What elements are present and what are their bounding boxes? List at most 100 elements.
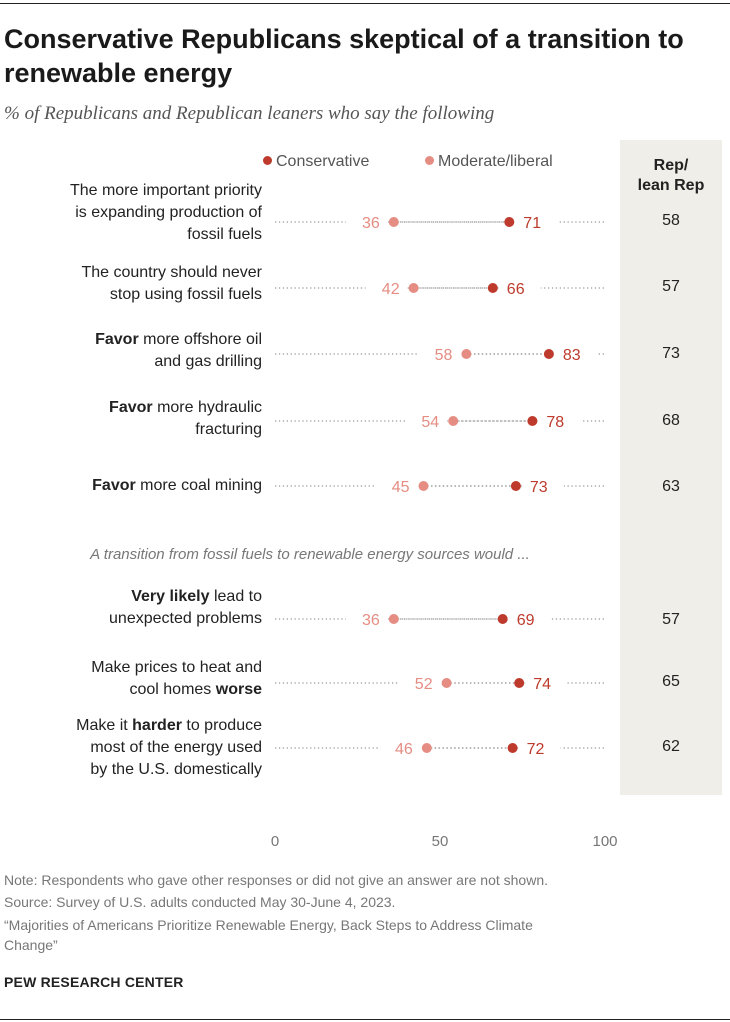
moderate-dot-4	[418, 481, 429, 491]
rep-value-2: 73	[662, 345, 680, 362]
row-2-bold: Favor	[95, 331, 139, 348]
conservative-label-gap-2	[554, 344, 597, 364]
row-5-line-1-rest: lead to	[209, 588, 262, 605]
brand-name: PEW RESEARCH CENTER	[4, 974, 184, 990]
moderate-label-gap-2	[418, 344, 461, 364]
top-rule	[0, 3, 730, 4]
moderate-label-gap-1	[365, 278, 408, 298]
x-tick-100: 100	[592, 833, 617, 850]
x-tick-50: 50	[432, 833, 449, 850]
footer-note: Note: Respondents who gave other respons…	[4, 872, 548, 888]
rep-value-6: 65	[662, 673, 680, 690]
row-4-line-1-rest: more coal mining	[135, 477, 262, 494]
row-6-line-1: Make prices to heat and	[91, 659, 262, 676]
moderate-dot-7	[421, 743, 432, 753]
rep-value-0: 58	[662, 212, 680, 229]
rep-column-background	[620, 140, 722, 795]
conservative-value-4: 73	[530, 479, 548, 496]
row-7-bold: harder	[132, 717, 182, 734]
conservative-value-5: 69	[517, 612, 535, 629]
conservative-dot-0	[504, 217, 515, 227]
x-tick-0: 0	[271, 833, 279, 850]
moderate-label-gap-7	[378, 738, 421, 758]
row-3-line-1-rest: more hydraulic	[152, 399, 262, 416]
moderate-label-gap-6	[398, 673, 441, 693]
legend-conservative-label: Conservative	[276, 153, 370, 170]
row-2-line-2: and gas drilling	[154, 353, 262, 370]
conservative-dot-2	[543, 349, 554, 359]
moderate-dot-5	[388, 614, 399, 624]
conservative-value-7: 72	[527, 741, 545, 758]
conservative-dot-7	[507, 743, 518, 753]
row-1-line-2: stop using fossil fuels	[109, 286, 262, 303]
row-5-bold: Very likely	[131, 588, 210, 605]
conservative-value-6: 74	[533, 676, 551, 693]
conservative-value-0: 71	[523, 215, 541, 232]
legend-moderate-label: Moderate/liberal	[438, 153, 553, 170]
rep-value-4: 63	[662, 478, 680, 495]
section-note: A transition from fossil fuels to renewa…	[90, 546, 530, 563]
row-7-line-3: by the U.S. domestically	[90, 761, 262, 778]
conservative-dot-3	[527, 416, 538, 426]
row-7-line-2: most of the energy used	[90, 739, 262, 756]
row-6-bold: worse	[215, 681, 262, 698]
conservative-label-gap-7	[518, 738, 561, 758]
row-label-4: Favor more coal mining	[4, 475, 262, 497]
row-label-6: Make prices to heat and cool homes worse	[4, 657, 262, 701]
conservative-dot-1	[487, 283, 498, 293]
row-6-line-2-start: cool homes	[129, 681, 216, 698]
moderate-value-3: 54	[421, 414, 439, 431]
moderate-value-6: 52	[415, 676, 433, 693]
row-label-5: Very likely lead to unexpected problems	[4, 586, 262, 630]
row-1-line-1: The country should never	[81, 264, 262, 281]
conservative-dot-6	[514, 678, 525, 688]
moderate-label-gap-4	[375, 476, 418, 496]
row-0-line-1: The more important priority	[69, 182, 262, 199]
bottom-rule	[0, 1019, 730, 1020]
moderate-dot-1	[408, 283, 419, 293]
row-label-3: Favor more hydraulic fracturing	[4, 397, 262, 441]
conservative-label-gap-4	[521, 476, 564, 496]
conservative-value-3: 78	[546, 414, 564, 431]
row-5-line-2: unexpected problems	[109, 610, 262, 627]
conservative-label-gap-1	[498, 278, 541, 298]
row-3-line-2: fracturing	[195, 421, 262, 438]
conservative-label-gap-3	[538, 411, 581, 431]
chart-subtitle: % of Republicans and Republican leaners …	[4, 103, 495, 124]
moderate-value-1: 42	[382, 281, 400, 298]
moderate-label-gap-5	[345, 609, 388, 629]
legend-moderate-dot	[425, 156, 434, 165]
moderate-value-2: 58	[435, 347, 453, 364]
rep-value-7: 62	[662, 738, 680, 755]
row-label-1: The country should never stop using foss…	[4, 262, 262, 306]
row-3-bold: Favor	[109, 399, 153, 416]
rep-value-5: 57	[662, 611, 680, 628]
rep-header-line-1: Rep/	[653, 157, 689, 174]
moderate-dot-0	[388, 217, 399, 227]
chart-title: Conservative Republicans skeptical of a …	[4, 24, 684, 88]
moderate-dot-2	[461, 349, 472, 359]
row-7-line-1-rest: to produce	[181, 717, 262, 734]
rep-header-line-2: lean Rep	[637, 177, 705, 194]
legend-conservative: Conservative	[263, 153, 369, 171]
rep-value-3: 68	[662, 412, 680, 429]
footer-report-line-2: Change”	[4, 937, 58, 953]
moderate-value-5: 36	[362, 612, 380, 629]
conservative-dot-4	[510, 481, 521, 491]
moderate-value-4: 45	[392, 479, 410, 496]
moderate-label-gap-0	[345, 212, 388, 232]
row-2-line-1-rest: more offshore oil	[138, 331, 262, 348]
legend-conservative-dot	[263, 156, 272, 165]
footer-source: Source: Survey of U.S. adults conducted …	[4, 894, 396, 910]
conservative-value-2: 83	[563, 347, 581, 364]
footer-report-line-1: “Majorities of Americans Prioritize Rene…	[4, 917, 533, 933]
conservative-label-gap-6	[525, 673, 568, 693]
conservative-label-gap-0	[515, 212, 558, 232]
row-4-bold: Favor	[92, 477, 136, 494]
row-0-line-3: fossil fuels	[187, 226, 262, 243]
conservative-value-1: 66	[507, 281, 525, 298]
moderate-label-gap-3	[405, 411, 448, 431]
moderate-value-7: 46	[395, 741, 413, 758]
row-7-line-1-start: Make it	[76, 717, 133, 734]
moderate-value-0: 36	[362, 215, 380, 232]
